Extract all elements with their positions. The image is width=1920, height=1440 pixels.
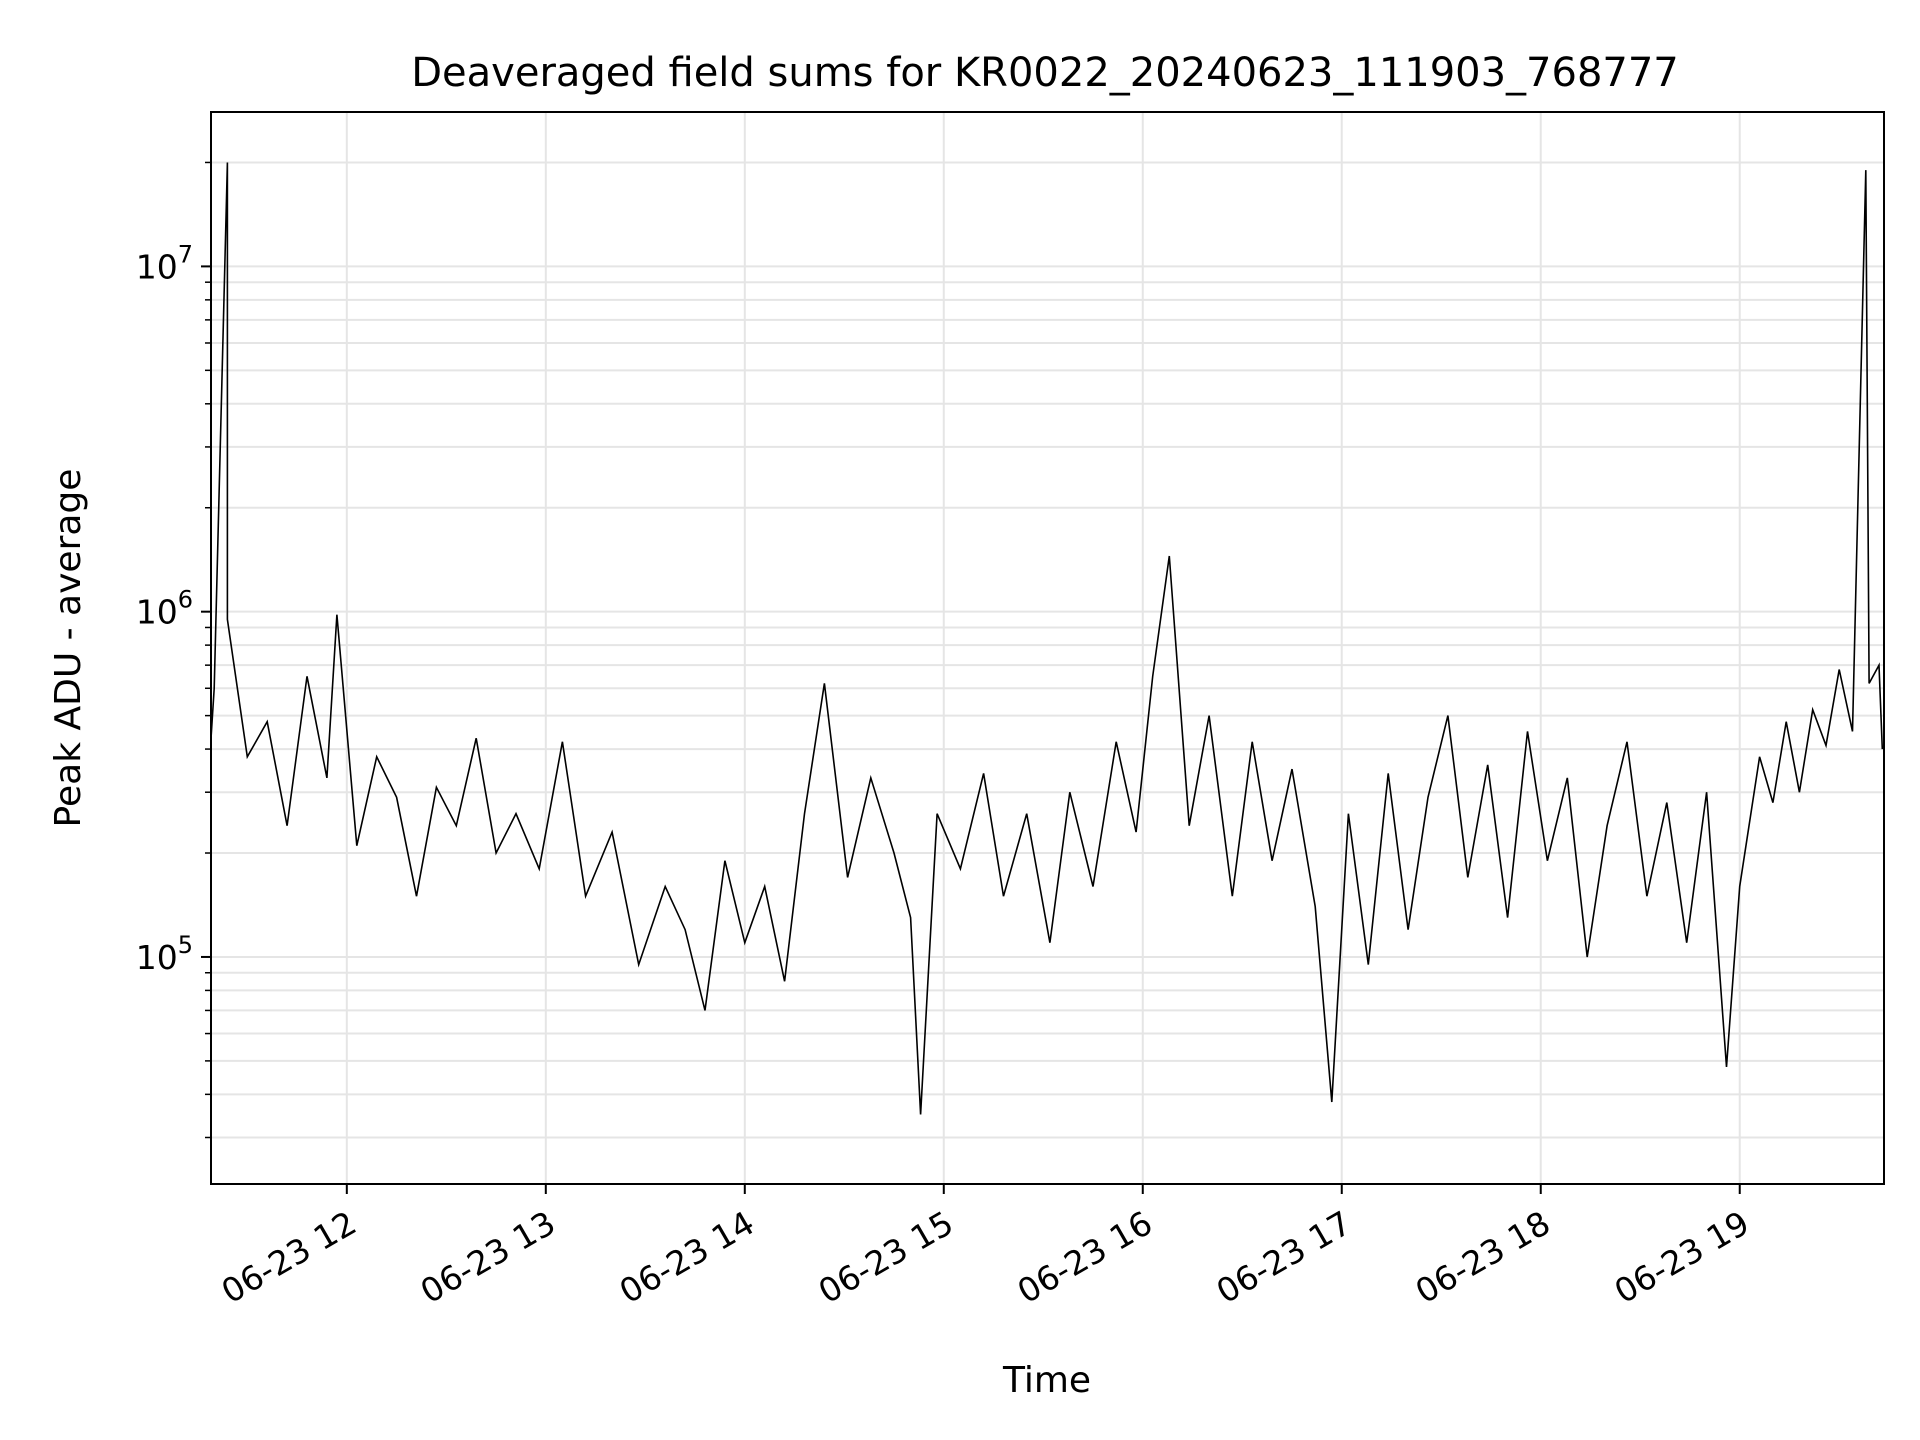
- grid: [211, 112, 1884, 1184]
- chart-title: Deaveraged field sums for KR0022_2024062…: [411, 50, 1679, 96]
- y-axis-label: Peak ADU - average: [48, 469, 89, 828]
- x-axis: 06-23 12 06-23 13 06-23 14 06-23 15 06-23 16…: [215, 1184, 1756, 1311]
- x-tick-label: 06-23 13: [414, 1203, 562, 1311]
- plot-frame: [210, 111, 1885, 1185]
- x-tick-label: 06-23 12: [215, 1203, 363, 1311]
- y-tick-label: 105: [136, 931, 193, 977]
- x-tick-label: 06-23 15: [812, 1203, 960, 1311]
- series-line: [210, 162, 1884, 1115]
- x-tick-label: 06-23 14: [613, 1203, 761, 1311]
- y-tick-label: 106: [136, 586, 193, 632]
- x-tick-label: 06-23 17: [1210, 1203, 1358, 1311]
- y-axis: 105 106 107: [136, 161, 211, 1139]
- data-series: [210, 162, 1884, 1115]
- y-tick-label: 107: [136, 240, 193, 286]
- x-tick-label: 06-23 18: [1409, 1203, 1557, 1311]
- x-tick-label: 06-23 16: [1011, 1203, 1159, 1311]
- x-axis-label: Time: [1002, 1360, 1091, 1401]
- x-tick-label: 06-23 19: [1608, 1203, 1756, 1311]
